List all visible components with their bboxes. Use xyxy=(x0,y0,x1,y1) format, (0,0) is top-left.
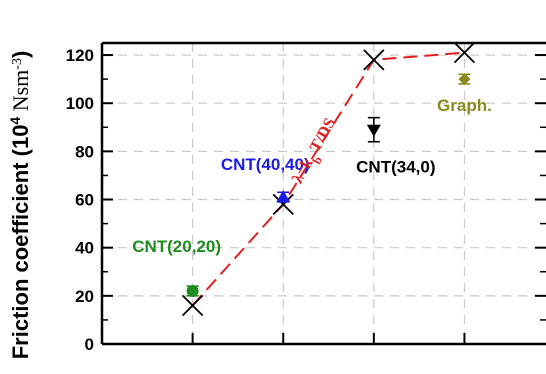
y-tick-label: 40 xyxy=(75,239,94,258)
y-tick-label: 80 xyxy=(75,142,94,161)
marker-circle xyxy=(186,285,199,298)
theory-point-cross-marker xyxy=(363,49,385,71)
cross-stroke xyxy=(181,294,204,317)
y-axis-title-main: Friction coefficient (10 xyxy=(8,125,33,360)
marker-triangle-up xyxy=(276,190,291,203)
y-axis-title: Friction coefficient (104 Nsm-3) xyxy=(7,51,33,360)
series-label: CNT(40,40) xyxy=(221,155,310,174)
theory-formula-label: λ=kb T/DS xyxy=(289,115,344,189)
theory-curve xyxy=(181,41,476,317)
cross-stroke xyxy=(363,49,385,71)
series-labels: CNT(20,20) CNT(40,40) CNT(34,0) Graph. xyxy=(132,96,492,256)
series-label: CNT(20,20) xyxy=(132,237,221,256)
y-axis-title-unit: Nsm xyxy=(8,70,33,117)
y-axis-title-unit-exp: -3 xyxy=(10,58,25,70)
y-tick-label: 20 xyxy=(75,287,94,306)
y-tick-label: 60 xyxy=(75,191,94,210)
series-label: CNT(34,0) xyxy=(356,158,435,177)
theory-point-cross-marker xyxy=(453,41,476,64)
grid-lines xyxy=(102,43,546,344)
axes xyxy=(100,41,546,346)
data-point-diamond xyxy=(458,73,471,86)
data-point-circle xyxy=(186,285,199,298)
data-markers xyxy=(186,73,471,298)
theory-point-cross-marker xyxy=(272,193,294,215)
y-ticks: 0 20 40 60 80 100 120 xyxy=(66,46,546,354)
marker-diamond xyxy=(458,73,471,86)
cross-stroke xyxy=(453,41,476,64)
marker-triangle-down xyxy=(366,124,381,137)
y-axis-title-close: ) xyxy=(8,51,33,58)
data-point-triangle-down xyxy=(366,116,381,143)
theory-line xyxy=(191,51,465,307)
y-tick-label: 0 xyxy=(85,335,94,354)
data-point-triangle-up xyxy=(276,190,291,203)
series-label: Graph. xyxy=(437,96,492,115)
theory-point-cross-marker xyxy=(181,294,204,317)
y-tick-label: 100 xyxy=(66,94,94,113)
y-axis-title-exp: 4 xyxy=(7,117,23,125)
y-tick-label: 120 xyxy=(66,46,94,65)
cross-stroke xyxy=(272,193,294,215)
